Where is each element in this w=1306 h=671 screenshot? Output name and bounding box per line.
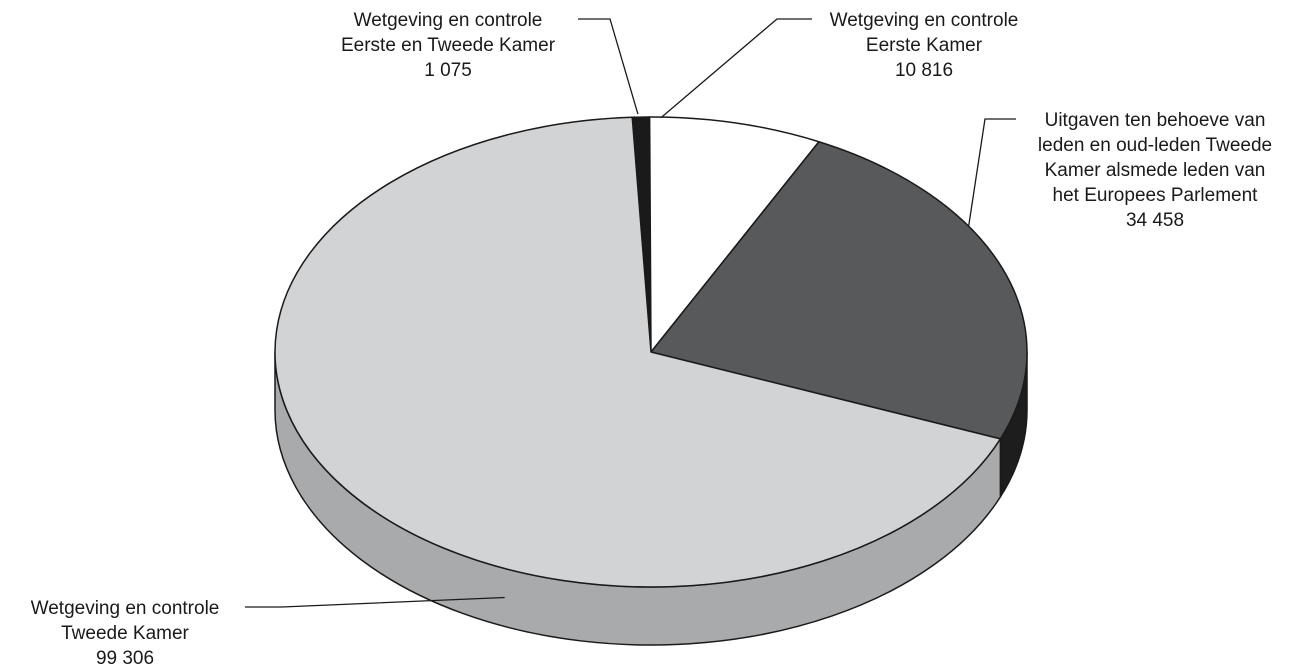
slice-label-line: Eerste en Tweede Kamer <box>340 35 556 56</box>
slice-label-eerste-en-tweede-kamer: Wetgeving en controle Eerste en Tweede K… <box>318 8 578 83</box>
pie-tops <box>274 116 1028 588</box>
slice-label-line: Kamer alsmede leden van <box>1044 160 1266 181</box>
slice-label-tweede-kamer: Wetgeving en controle Tweede Kamer 99 30… <box>0 596 250 671</box>
pie-slice-2 <box>650 140 1028 440</box>
slice-label-line: leden en oud-leden Tweede <box>1037 135 1273 156</box>
leader-line-3 <box>245 596 505 608</box>
slice-label-line: Wetgeving en controle <box>829 10 1019 31</box>
slice-label-line: Wetgeving en controle <box>30 598 220 619</box>
slice-value: 99 306 <box>95 648 155 669</box>
slice-label-line: Eerste Kamer <box>865 35 983 56</box>
slice-label-line: Wetgeving en controle <box>353 10 543 31</box>
slice-label-uitgaven-leden: Uitgaven ten behoeve van leden en oud-le… <box>1010 108 1300 233</box>
slice-label-line: Tweede Kamer <box>61 623 189 644</box>
leader-line-0 <box>578 18 639 115</box>
pie-slice-1 <box>648 116 820 353</box>
slice-value: 34 458 <box>1125 210 1185 231</box>
slice-value: 10 816 <box>894 60 954 81</box>
leader-line-1 <box>660 18 812 119</box>
slice-label-line: Uitgaven ten behoeve van <box>1044 110 1266 131</box>
leader-lines <box>245 18 1016 608</box>
slice-label-line: het Europees Parlement <box>1052 185 1258 206</box>
slice-value: 1 075 <box>424 60 472 81</box>
pie-slice-3 <box>274 116 1002 588</box>
slice-label-eerste-kamer: Wetgeving en controle Eerste Kamer 10 81… <box>804 8 1044 83</box>
leader-line-2 <box>967 118 1016 227</box>
